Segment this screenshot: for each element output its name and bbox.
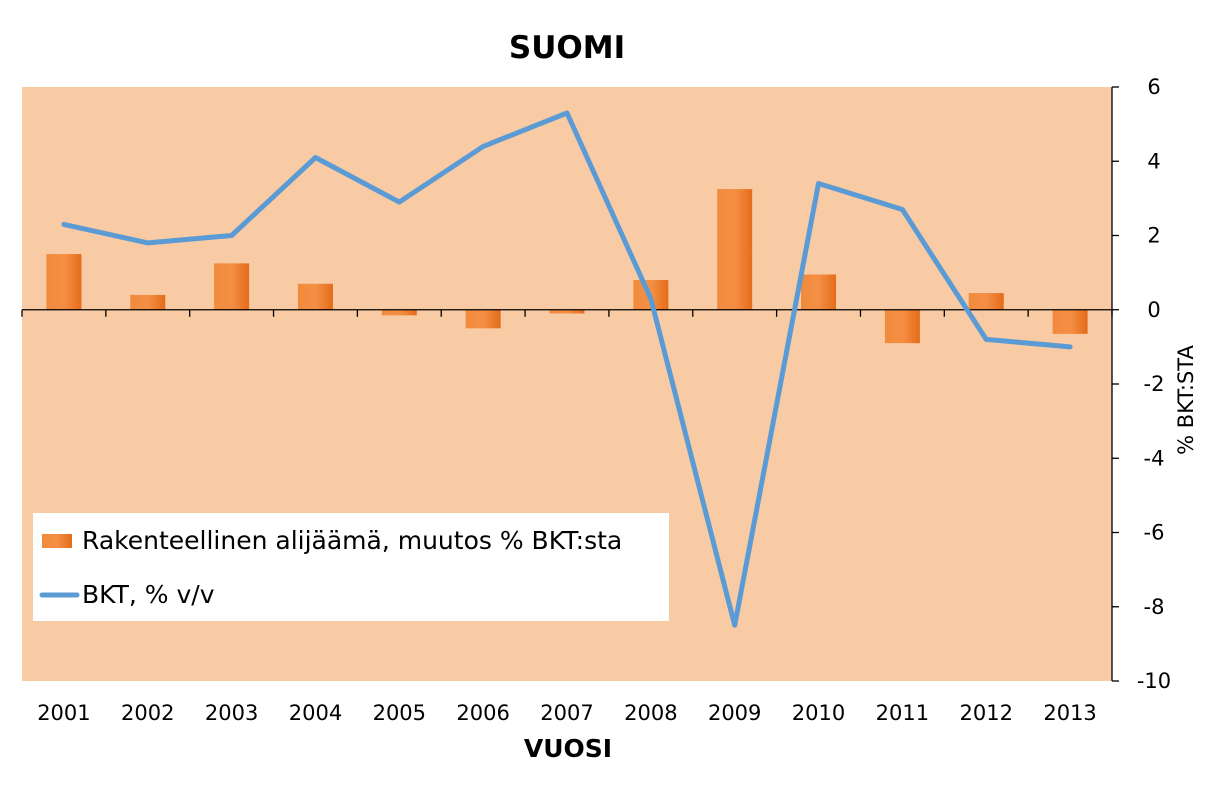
x-tick-label: 2001 [37,701,90,725]
y-tick-label: 2 [1147,224,1160,248]
bar-series [46,189,1088,344]
chart-title: SUOMI [509,30,625,66]
bar-2001 [46,254,82,310]
x-tick-label: 2006 [456,701,509,725]
bar-2013 [1052,309,1088,334]
x-axis-title: VUOSI [524,734,612,763]
y-tick-label: -4 [1144,446,1165,470]
x-tick-label: 2010 [792,701,845,725]
y-axis-ticks: 6 4 2 0 -2 -4 -6 -8 -10 [1112,75,1171,693]
y-tick-label: -6 [1144,521,1165,545]
bar-2005 [381,309,417,316]
legend-label-gdp: BKT, % v/v [82,580,215,609]
legend-bar-swatch [42,534,72,548]
bar-2002 [130,294,166,310]
y-axis-title: % BKT:STA [1174,345,1198,455]
bar-2003 [214,263,250,310]
legend: Rakenteellinen alijäämä, muutos % BKT:st… [33,513,669,621]
x-tick-label: 2003 [205,701,258,725]
y-tick-label: -2 [1144,372,1165,396]
y-tick-label: -8 [1144,595,1165,619]
y-tick-label: 4 [1147,149,1160,173]
bar-2004 [297,283,333,310]
bar-2010 [801,274,837,310]
bar-2011 [884,309,920,344]
line-series-gdp [61,110,1073,628]
bar-2007 [549,309,585,314]
x-tick-label: 2005 [373,701,426,725]
x-tick-label: 2009 [708,701,761,725]
y-tick-label: 6 [1147,75,1160,99]
x-tick-label: 2007 [540,701,593,725]
bar-2012 [968,293,1004,310]
bar-2009 [717,189,753,310]
x-axis-labels: 2001 2002 2003 2004 2005 2006 2007 2008 2009 2010… [37,701,1097,725]
x-tick-label: 2004 [289,701,342,725]
x-tick-label: 2013 [1043,701,1096,725]
x-tick-label: 2012 [960,701,1013,725]
x-tick-label: 2008 [624,701,677,725]
bar-2006 [465,309,501,329]
x-tick-label: 2002 [121,701,174,725]
x-tick-label: 2011 [876,701,929,725]
legend-label-deficit: Rakenteellinen alijäämä, muutos % BKT:st… [82,526,622,555]
legend-box [33,513,669,621]
y-tick-label: 0 [1147,298,1160,322]
y-tick-label: -10 [1137,669,1171,693]
